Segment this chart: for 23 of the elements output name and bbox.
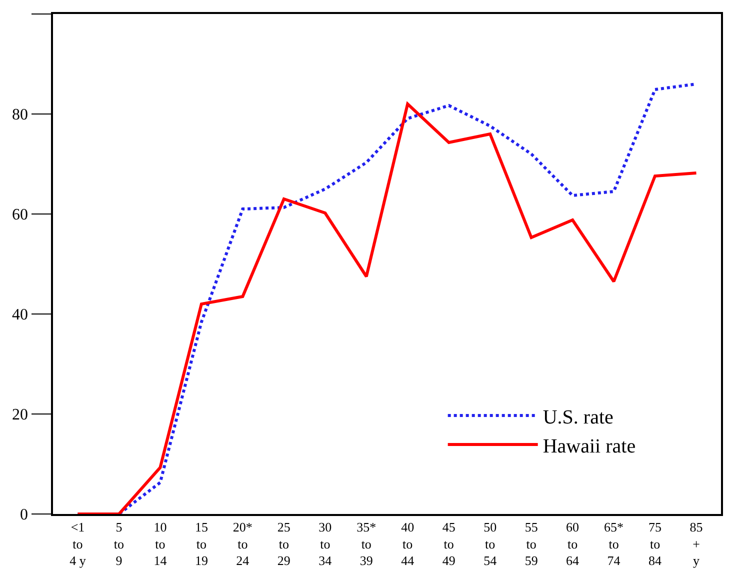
legend-label: Hawaii rate (542, 435, 636, 458)
y-tick-label: 40 (12, 306, 28, 324)
x-tick-label: 20* to 24 (232, 519, 252, 568)
legend-label: U.S. rate (542, 406, 614, 428)
x-tick-label: 5 to 9 (114, 519, 124, 568)
y-tick-label: 60 (12, 206, 28, 224)
y-tick-label: 80 (12, 106, 28, 124)
x-tick-label: 15 to 19 (194, 519, 208, 568)
x-tick-label: 45 to 49 (442, 519, 456, 568)
x-tick-label: 60 to 64 (566, 519, 580, 568)
x-tick-label: 35* to 39 (356, 519, 376, 568)
x-tick-label: 30 to 34 (318, 519, 332, 568)
x-tick-label: 40 to 44 (401, 519, 415, 568)
x-tick-label: 10 to 14 (154, 519, 168, 568)
x-tick-label: 65* to 74 (604, 519, 624, 568)
y-tick-label: 0 (20, 506, 28, 524)
x-tick-label: 85 + y (690, 519, 703, 568)
x-tick-label: <1 to 4 y (70, 519, 86, 568)
y-tick-label: 20 (12, 406, 28, 424)
x-tick-label: 25 to 29 (277, 519, 290, 568)
x-tick-label: 75 to 84 (648, 519, 662, 568)
x-tick-label: 50 to 54 (484, 519, 498, 568)
x-tick-label: 55 to 59 (524, 519, 538, 568)
